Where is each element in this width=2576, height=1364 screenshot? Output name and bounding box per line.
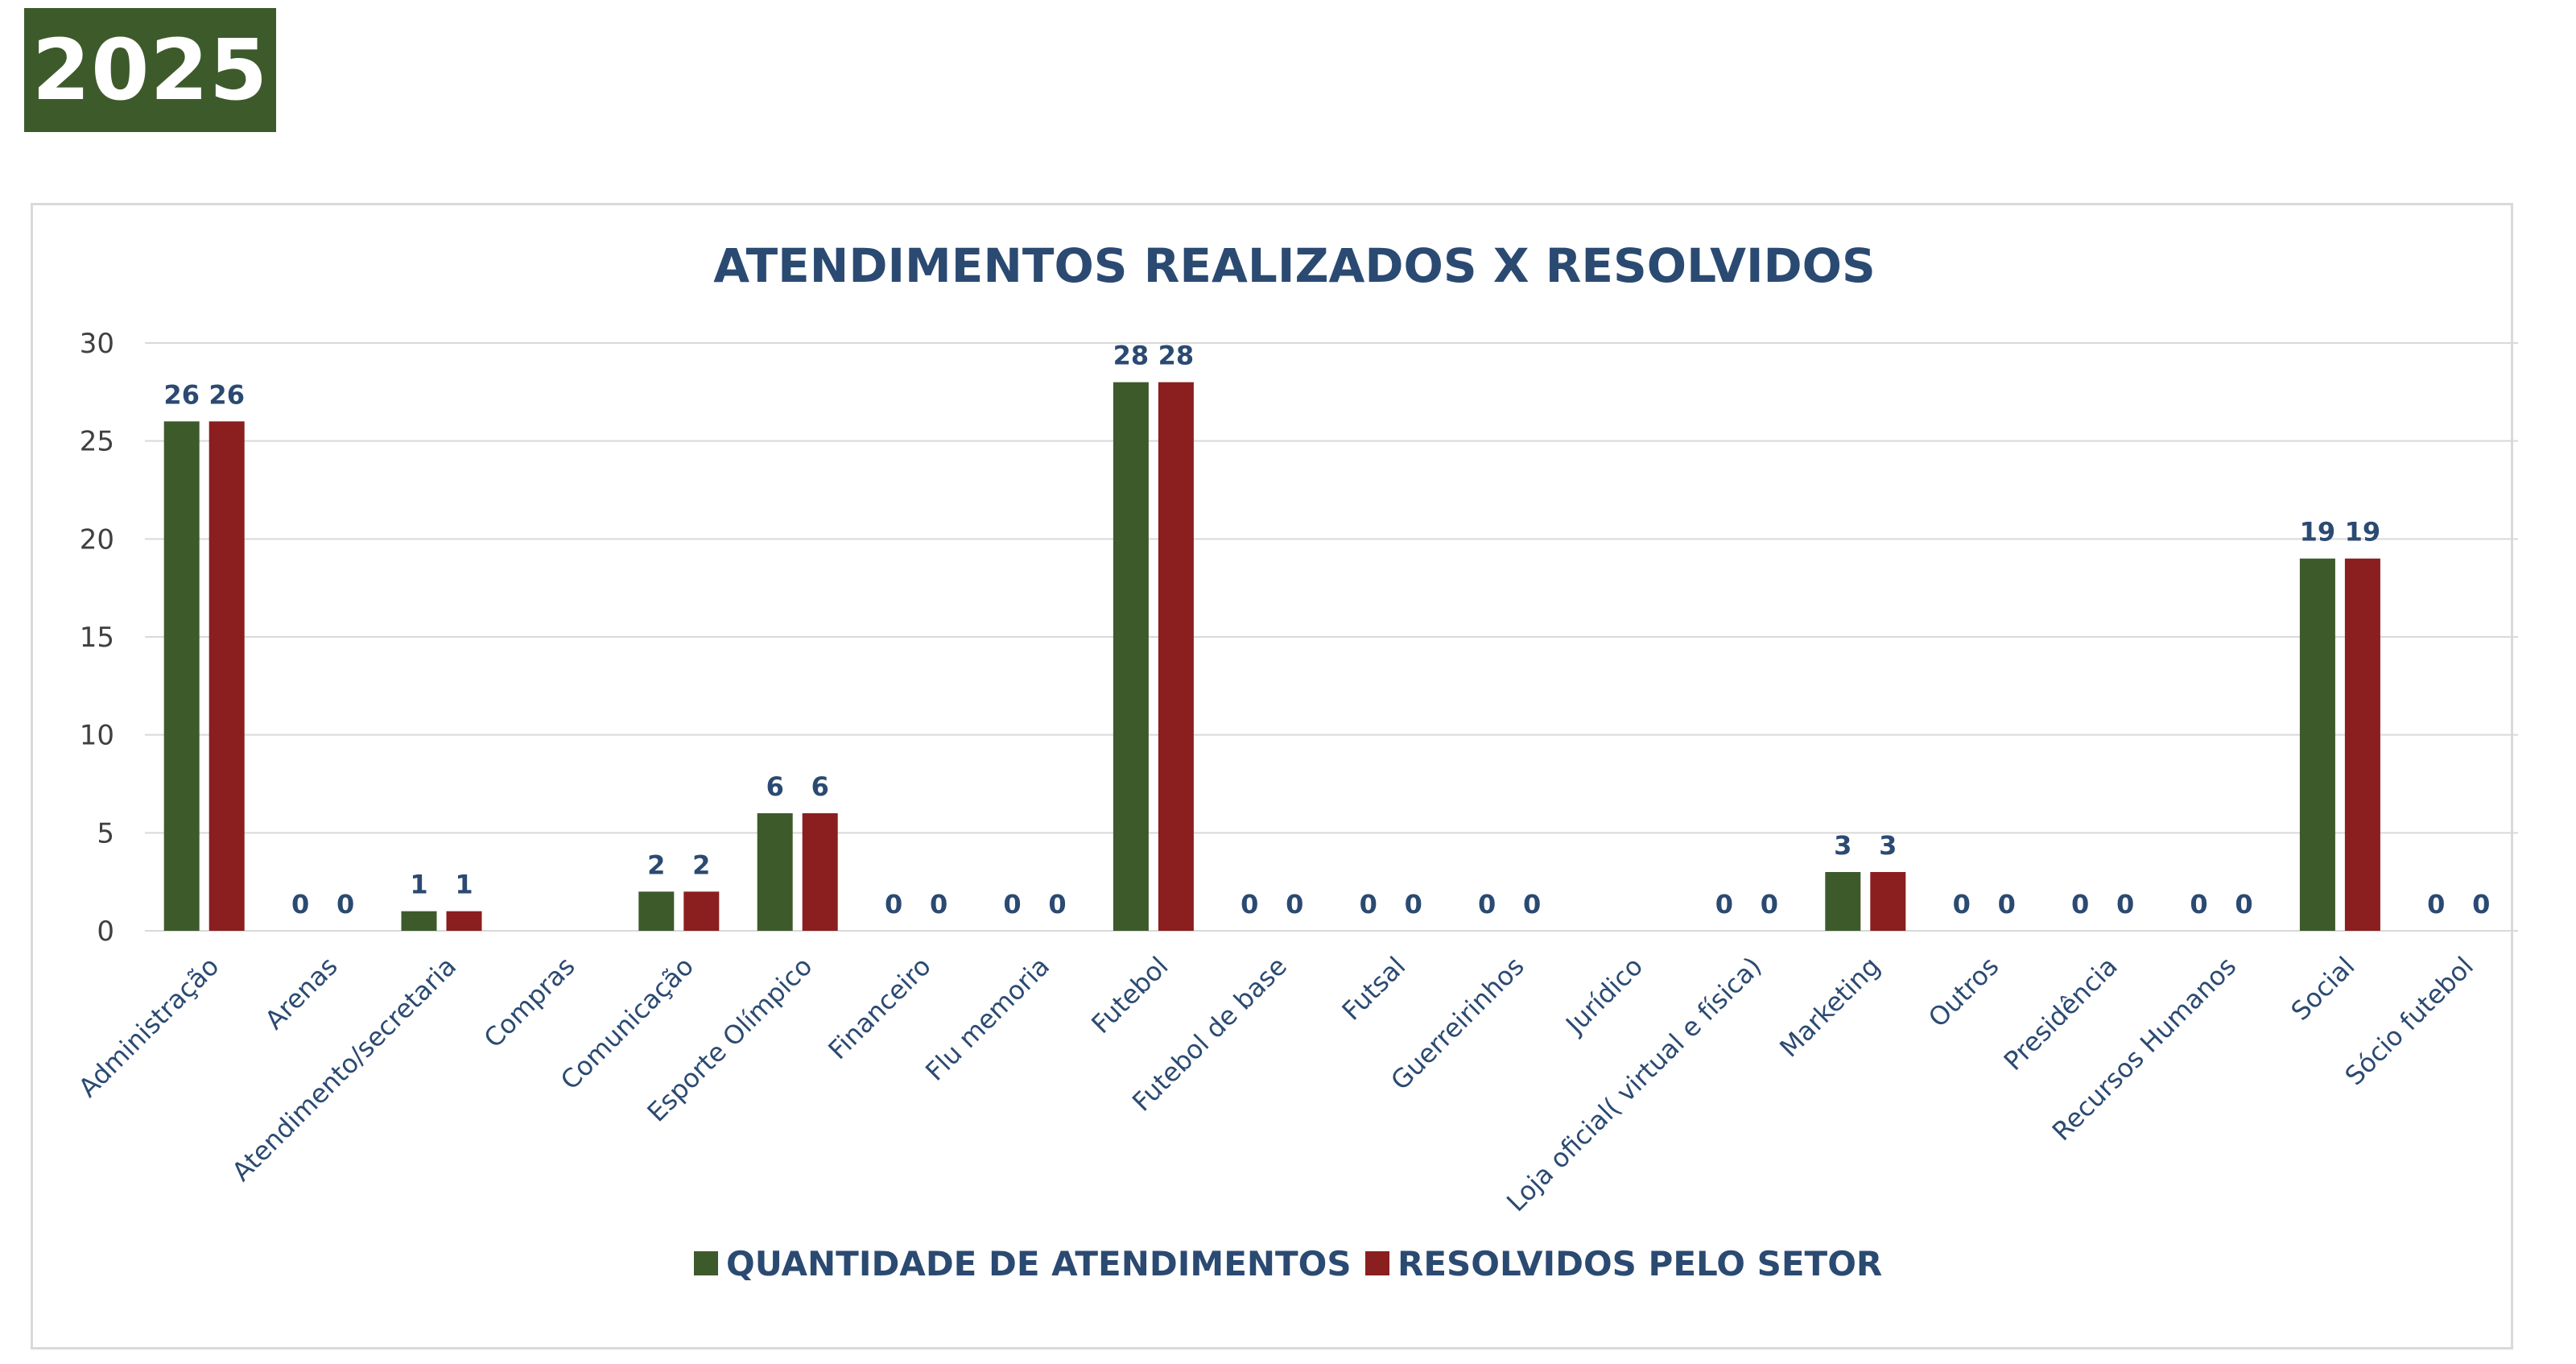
data-label: 28 xyxy=(1113,341,1150,371)
y-tick-label: 0 xyxy=(97,916,114,948)
x-tick-label: Arenas xyxy=(259,951,344,1035)
y-tick-label: 25 xyxy=(80,426,114,458)
legend-swatch xyxy=(1365,1251,1389,1275)
x-tick-label: Social xyxy=(2285,951,2361,1027)
x-tick-label: Marketing xyxy=(1773,951,1886,1064)
y-tick-label: 20 xyxy=(80,523,114,556)
bar xyxy=(163,421,200,931)
y-tick-label: 15 xyxy=(80,622,114,654)
legend: QUANTIDADE DE ATENDIMENTOS RESOLVIDOS PEL… xyxy=(694,1244,1882,1283)
data-label: 0 xyxy=(1360,889,1377,920)
legend-label: QUANTIDADE DE ATENDIMENTOS xyxy=(726,1244,1352,1283)
data-label: 0 xyxy=(1953,889,1971,920)
data-label: 0 xyxy=(885,889,902,920)
x-tick-label: Flu memoria xyxy=(919,951,1055,1087)
x-tick-label: Administração xyxy=(72,951,225,1103)
x-tick-label: Financeiro xyxy=(822,951,936,1065)
data-label: 0 xyxy=(1998,889,2016,920)
data-label: 0 xyxy=(291,889,309,920)
x-axis-ticks: Administração ArenasAtendimento/secretari… xyxy=(72,951,2479,1217)
data-label: 0 xyxy=(1478,889,1496,920)
data-label: 0 xyxy=(2427,889,2445,920)
data-label: 2 xyxy=(692,849,710,880)
x-tick-label: Futebol xyxy=(1085,951,1174,1040)
data-label: 0 xyxy=(1523,889,1541,920)
data-label: 3 xyxy=(1834,830,1852,861)
x-tick-label: Atendimento/secretaria xyxy=(226,951,462,1187)
data-label: 0 xyxy=(336,889,354,920)
data-label: 0 xyxy=(1241,889,1258,920)
bar xyxy=(2299,558,2335,931)
bar xyxy=(1113,382,1149,932)
data-label: 0 xyxy=(2190,889,2207,920)
bar xyxy=(1870,872,1906,931)
year-badge: 2025 xyxy=(24,8,276,132)
chart-title: ATENDIMENTOS REALIZADOS X RESOLVIDOS xyxy=(713,238,1876,293)
x-tick-label: Futsal xyxy=(1336,951,1412,1027)
bar xyxy=(802,813,838,931)
data-label: 1 xyxy=(410,870,427,900)
bar xyxy=(1158,382,1194,932)
bar xyxy=(1825,872,1861,931)
data-label: 0 xyxy=(1286,889,1303,920)
data-label: 0 xyxy=(1003,889,1021,920)
bars xyxy=(163,382,2380,932)
data-label: 0 xyxy=(2472,889,2490,920)
data-label: 6 xyxy=(766,771,784,802)
data-label: 6 xyxy=(811,771,829,802)
bar xyxy=(446,911,482,931)
data-label: 3 xyxy=(1879,830,1897,861)
data-label: 0 xyxy=(2116,889,2134,920)
bar xyxy=(683,891,720,931)
data-label: 28 xyxy=(1158,341,1195,371)
bar xyxy=(208,421,245,931)
x-tick-label: Compras xyxy=(478,951,581,1054)
legend-label: RESOLVIDOS PELO SETOR xyxy=(1397,1244,1882,1283)
bar xyxy=(2344,558,2380,931)
x-tick-label: Jurídico xyxy=(1558,951,1649,1041)
data-label: 0 xyxy=(2235,889,2252,920)
data-label: 0 xyxy=(1048,889,1066,920)
data-label: 26 xyxy=(208,379,245,410)
data-label: 2 xyxy=(647,849,665,880)
x-tick-label: Presidência xyxy=(1998,951,2124,1077)
data-label: 1 xyxy=(455,870,473,900)
y-tick-label: 30 xyxy=(80,328,114,360)
y-tick-label: 10 xyxy=(80,720,114,752)
bar xyxy=(638,891,675,931)
data-label: 26 xyxy=(163,379,200,410)
data-label: 19 xyxy=(2345,517,2381,548)
data-labels: 26 260 01 12 26 60 0 0 028 280 0 0 0 0 0 0 03 30 0 0 0 0 019 19… xyxy=(163,341,2490,920)
y-axis-ticks: 0 5 10 15 20 25 30 xyxy=(80,328,114,948)
data-label: 0 xyxy=(930,889,947,920)
chart-frame xyxy=(31,203,2513,1350)
bar xyxy=(401,911,437,931)
x-tick-label: Outros xyxy=(1922,951,2004,1033)
data-label: 0 xyxy=(1405,889,1422,920)
legend-swatch xyxy=(694,1251,718,1275)
data-label: 0 xyxy=(1761,889,1778,920)
y-tick-label: 5 xyxy=(97,817,114,849)
data-label: 0 xyxy=(2071,889,2089,920)
bar xyxy=(757,813,793,931)
data-label: 19 xyxy=(2300,517,2336,548)
gridlines xyxy=(145,342,2518,932)
data-label: 0 xyxy=(1715,889,1733,920)
x-tick-label: Loja oficial( virtual e física) xyxy=(1501,951,1767,1217)
